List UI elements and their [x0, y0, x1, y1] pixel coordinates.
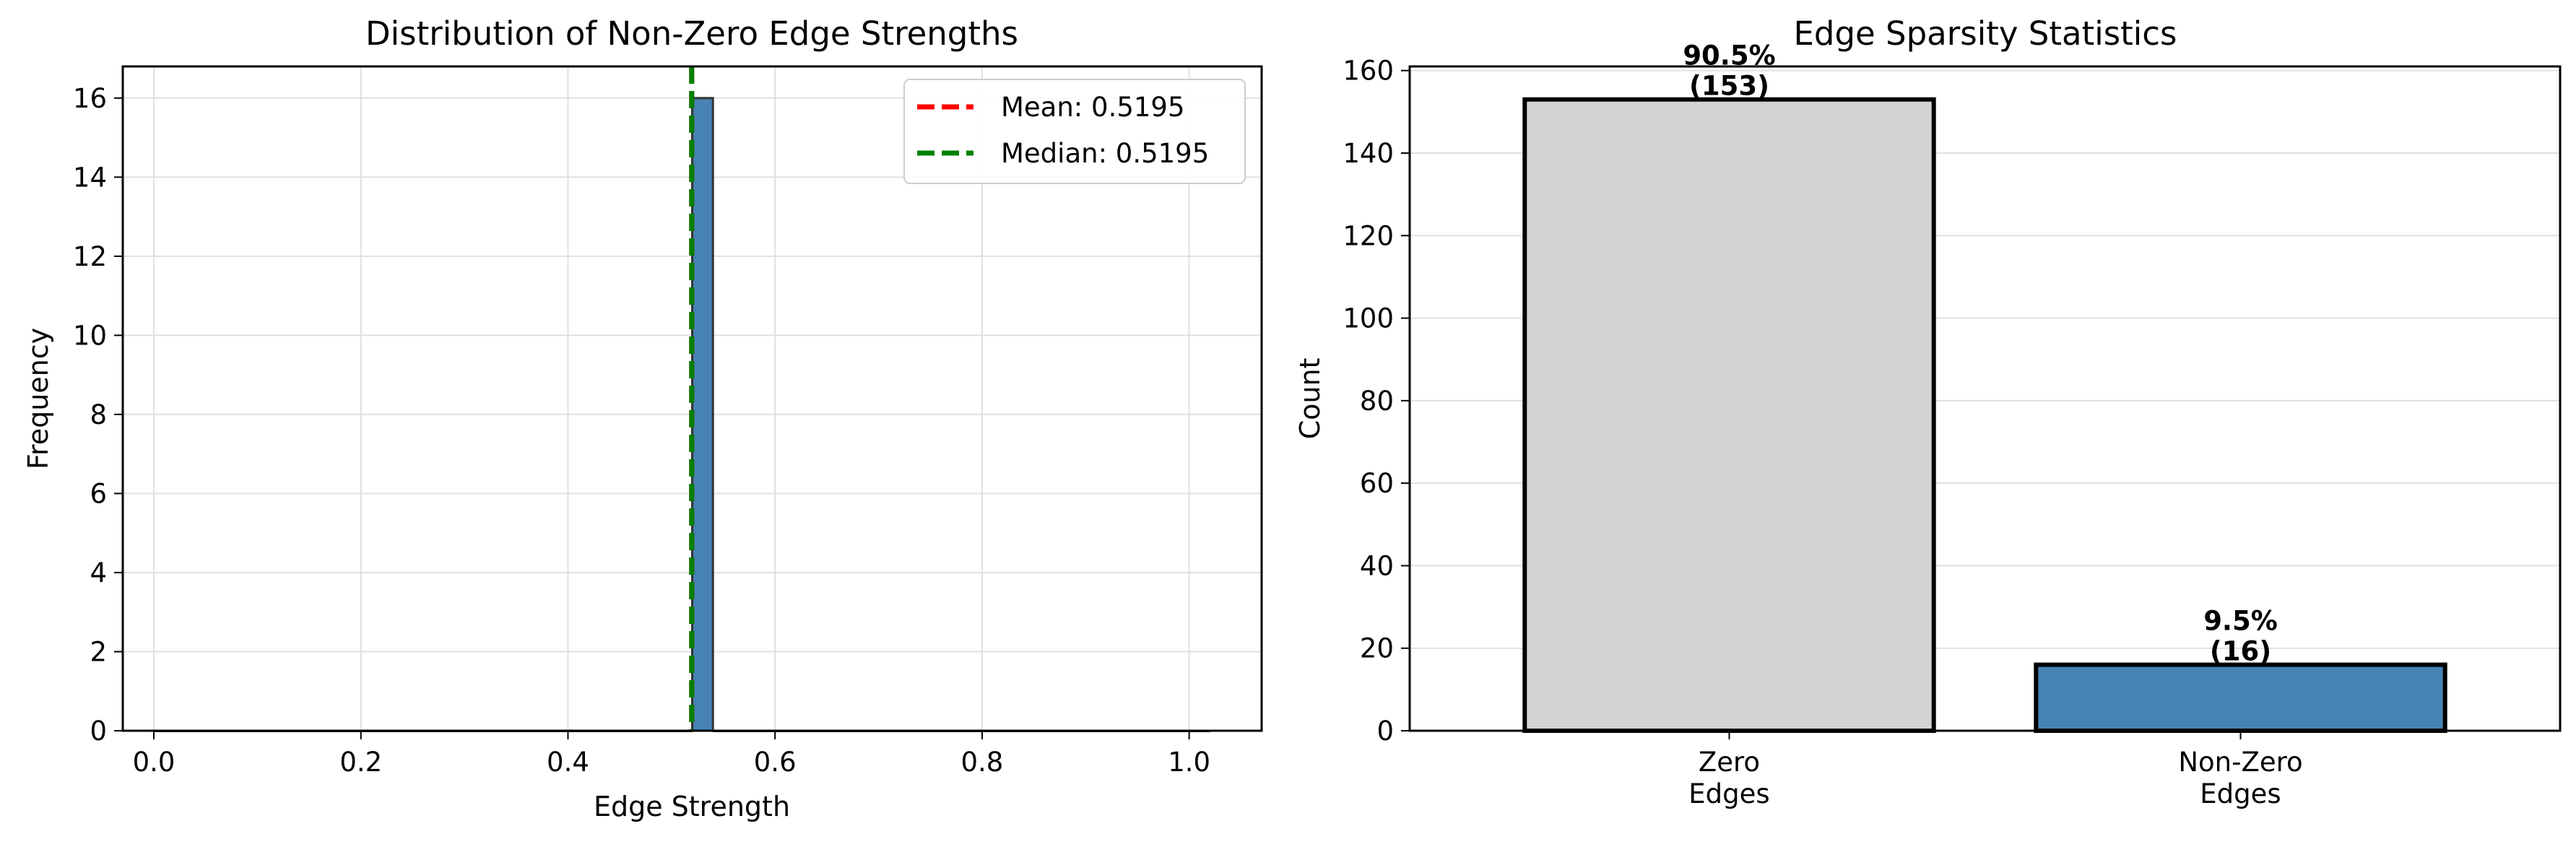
- bar-chart-y-tick-label: 80: [1360, 386, 1394, 417]
- histogram-title: Distribution of Non-Zero Edge Strengths: [365, 14, 1018, 53]
- bar-chart-title: Edge Sparsity Statistics: [1794, 14, 2177, 53]
- histogram-x-tick-label: 1.0: [1168, 747, 1210, 778]
- bar-chart-x-tick-label: Edges: [2200, 778, 2281, 809]
- bar-chart-y-tick-label: 120: [1343, 220, 1394, 251]
- histogram-bar: [691, 97, 714, 732]
- histogram-y-tick-label: 16: [73, 83, 107, 114]
- bar-chart-x-tick-label: Zero: [1699, 747, 1760, 778]
- legend-mean-label: Mean: 0.5195: [1001, 92, 1185, 123]
- histogram-y-tick-label: 0: [90, 716, 107, 747]
- histogram-x-tick-label: 0.8: [960, 747, 1003, 778]
- bar-count-label: (153): [1689, 71, 1769, 102]
- bar-percent-label: 9.5%: [2203, 606, 2278, 637]
- bar-chart-y-tick-label: 140: [1343, 138, 1394, 169]
- bar-chart-y-axis-label: Count: [1294, 358, 1326, 440]
- histogram-x-tick-label: 0.6: [754, 747, 797, 778]
- bar-non-zero-edges: [2034, 662, 2447, 733]
- histogram-chart: Distribution of Non-Zero Edge Strengths …: [22, 14, 1263, 822]
- histogram-x-tick-label: 0.4: [547, 747, 589, 778]
- legend-frame: [903, 79, 1246, 184]
- bar-chart-plot-frame: [1408, 65, 2562, 732]
- histogram-x-axis-label: Edge Strength: [594, 791, 790, 822]
- histogram-x-ticks: 0.0 0.2 0.4 0.6 0.8 1.0: [133, 731, 1210, 778]
- histogram-x-tick-label: 0.2: [339, 747, 382, 778]
- histogram-y-ticks: 0 2 4 6 8 10 12 14 16: [73, 83, 123, 747]
- bar-chart-x-tick-label: Edges: [1688, 778, 1769, 809]
- bar-chart-y-ticks: 0 20 40 60 80 100 120 140 160: [1343, 56, 1410, 747]
- bar-chart-y-tick-label: 0: [1376, 716, 1394, 747]
- bar-count-label: (16): [2210, 636, 2271, 667]
- histogram-y-tick-label: 4: [90, 557, 107, 588]
- bar-chart-y-tick-label: 100: [1343, 303, 1394, 334]
- bar-chart-x-tick-label: Non-Zero: [2178, 747, 2302, 778]
- histogram-x-tick-label: 0.0: [133, 747, 175, 778]
- bar-zero-edges: [1522, 97, 1936, 733]
- bar-chart-y-tick-label: 20: [1360, 633, 1394, 664]
- bar-chart: Edge Sparsity Statistics 90.5%(153)9.5%(…: [1294, 14, 2562, 809]
- histogram-legend: Mean: 0.5195 Median: 0.5195: [903, 79, 1246, 184]
- histogram-y-tick-label: 10: [73, 320, 107, 351]
- histogram-y-tick-label: 2: [90, 636, 107, 667]
- bar-chart-y-tick-label: 160: [1343, 56, 1394, 87]
- histogram-y-tick-label: 6: [90, 478, 107, 509]
- legend-median-label: Median: 0.5195: [1001, 138, 1209, 169]
- bar-chart-y-tick-label: 60: [1360, 468, 1394, 499]
- histogram-y-axis-label: Frequency: [22, 328, 54, 469]
- histogram-y-tick-label: 14: [73, 162, 107, 193]
- histogram-y-tick-label: 12: [73, 241, 107, 272]
- bar-chart-y-tick-label: 40: [1360, 550, 1394, 581]
- bar-chart-bars: [1522, 97, 2447, 733]
- histogram-plot-frame: [121, 65, 1263, 732]
- histogram-y-tick-label: 8: [90, 399, 107, 430]
